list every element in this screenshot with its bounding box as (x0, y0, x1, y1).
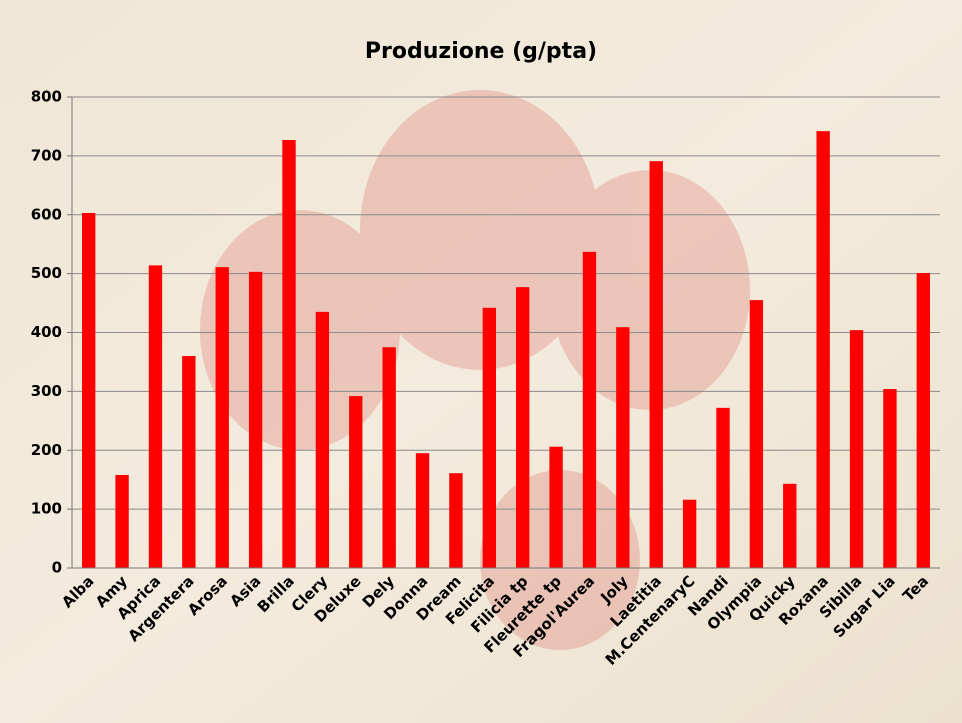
bar (482, 307, 496, 568)
bar (549, 446, 563, 568)
y-tick-label: 100 (31, 500, 62, 518)
bar (115, 474, 129, 568)
bar (415, 453, 430, 568)
bar (616, 327, 630, 568)
bar (148, 265, 163, 568)
y-tick-label: 400 (31, 323, 62, 341)
bar (516, 287, 530, 568)
y-tick-label: 800 (31, 88, 62, 106)
chart-title: Produzione (g/pta) (365, 39, 597, 64)
bar (849, 330, 864, 568)
bar (349, 396, 363, 568)
bar (682, 499, 697, 568)
y-tick-label: 0 (52, 559, 62, 577)
bar (649, 161, 663, 568)
bar (883, 389, 897, 568)
bar (248, 271, 263, 568)
bar (182, 356, 196, 568)
bar (282, 139, 296, 568)
bar (783, 483, 797, 568)
y-tick-label: 700 (31, 146, 62, 164)
bar (749, 300, 764, 568)
y-tick-label: 600 (31, 205, 62, 223)
bar (449, 473, 463, 568)
bar (916, 273, 930, 568)
bar (382, 347, 396, 568)
bar (816, 131, 830, 568)
y-tick-label: 500 (31, 264, 62, 282)
y-tick-label: 200 (31, 441, 62, 459)
bar (716, 407, 730, 568)
bar (315, 311, 330, 568)
y-tick-label: 300 (31, 382, 62, 400)
bar (582, 251, 597, 568)
bar (215, 267, 229, 568)
bar (82, 212, 96, 568)
